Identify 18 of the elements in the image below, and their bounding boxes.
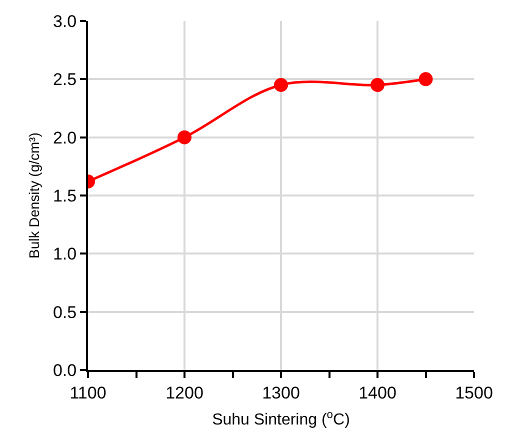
y-tick-label: 0.0 xyxy=(52,360,77,380)
point xyxy=(274,78,288,92)
x-tick-label: 1500 xyxy=(455,383,493,402)
y-tick-label: 2.5 xyxy=(52,70,77,90)
y-tick-label: 1.5 xyxy=(52,186,77,206)
y-tick-label: 0.5 xyxy=(52,302,77,322)
y-tick-label: 3.0 xyxy=(52,12,77,31)
x-axis-title: Suhu Sintering ($^{o}$C) xyxy=(212,408,350,429)
x-tick-label: 1400 xyxy=(358,383,396,402)
point xyxy=(178,130,192,144)
y-tick-label: 1.0 xyxy=(52,244,77,264)
point xyxy=(370,78,384,92)
x-tick-label: 1100 xyxy=(70,383,106,402)
point xyxy=(418,72,433,86)
x-tick-label: 1200 xyxy=(166,383,204,402)
y-tick-label: 2.0 xyxy=(52,128,77,148)
x-tick-label: 1300 xyxy=(262,383,300,402)
y-axis-title: Bulk Density (g/cm³) xyxy=(26,132,42,259)
